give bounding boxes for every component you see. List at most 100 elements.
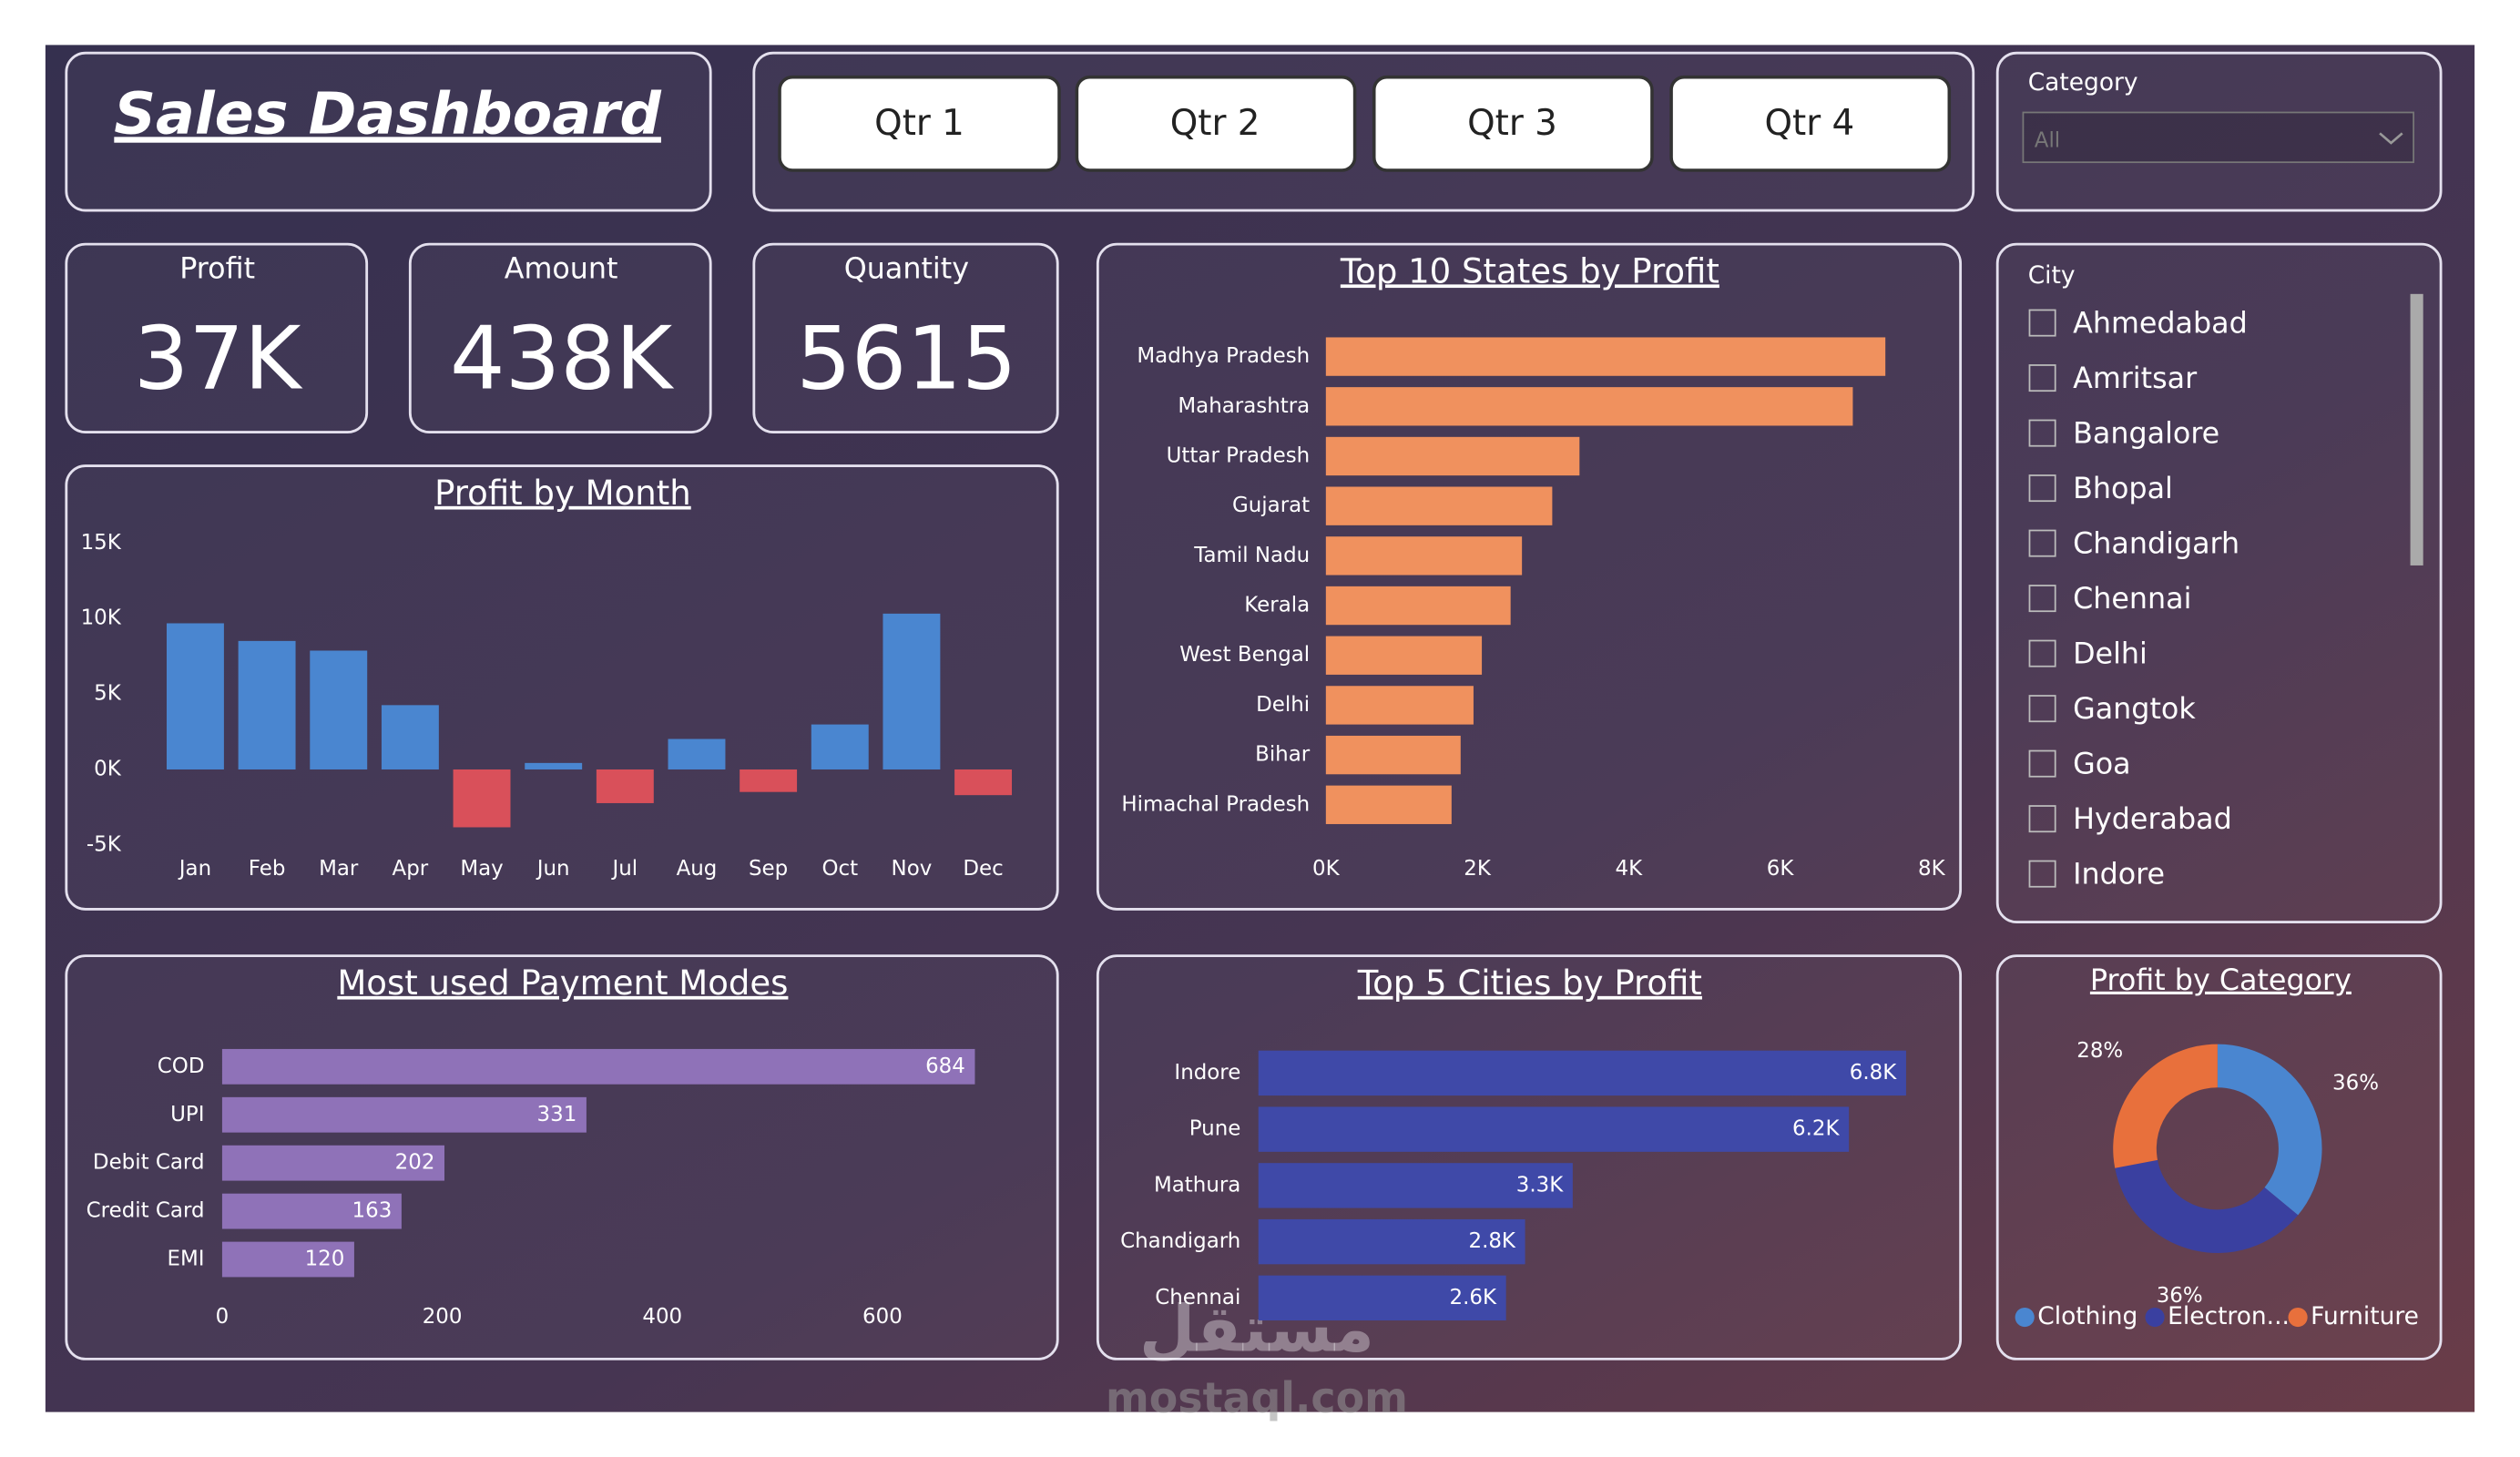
x-tick-label: 600: [862, 1305, 903, 1329]
checkbox[interactable]: [2028, 529, 2056, 557]
checkbox[interactable]: [2028, 860, 2056, 888]
checkbox[interactable]: [2028, 695, 2056, 723]
dropdown-value[interactable]: All: [2035, 129, 2060, 153]
kpi-label: Amount: [505, 252, 618, 285]
button-label[interactable]: Qtr 4: [1764, 103, 1854, 144]
bar: [166, 623, 224, 769]
checkbox[interactable]: [2028, 585, 2056, 613]
button-label[interactable]: Qtr 3: [1467, 103, 1557, 144]
bar: [1325, 636, 1483, 675]
x-tick-label: Feb: [249, 857, 286, 881]
y-tick-label: Madhya Pradesh: [1137, 344, 1310, 368]
panel: [1995, 51, 2443, 212]
x-tick-label: Jun: [536, 857, 570, 881]
y-tick-label: Mathura: [1154, 1173, 1240, 1197]
bar: [221, 1145, 445, 1181]
checkbox[interactable]: [2028, 749, 2056, 778]
button-label[interactable]: Qtr 2: [1170, 103, 1260, 144]
slice: [2217, 1044, 2322, 1216]
y-tick-label: Delhi: [1256, 693, 1310, 717]
slicer-item[interactable]: Bhopal: [2073, 473, 2173, 505]
slicer-item[interactable]: Indore: [2073, 858, 2165, 891]
panel: [65, 242, 369, 433]
quarter-buttons: Qtr 1 Qtr 2 Qtr 3 Qtr 4: [778, 75, 1952, 172]
dropdown[interactable]: [2022, 111, 2414, 164]
checkbox[interactable]: [2028, 474, 2056, 503]
x-tick-label: 200: [423, 1305, 463, 1329]
panel: [65, 954, 1059, 1360]
panel: [1995, 954, 2443, 1360]
x-tick-label: Sep: [749, 857, 788, 881]
checkbox[interactable]: [2028, 419, 2056, 447]
slicer-item[interactable]: Ahmedabad: [2073, 307, 2248, 340]
slicer-item[interactable]: Goa: [2073, 748, 2131, 780]
button[interactable]: [1075, 75, 1357, 172]
x-tick-label: 6K: [1767, 857, 1795, 881]
chevron: [2379, 132, 2403, 145]
bar: [1258, 1218, 1525, 1265]
bar: [453, 769, 511, 828]
x-tick-label: Jan: [178, 857, 211, 881]
checkbox[interactable]: [2028, 639, 2056, 667]
y-tick-label: Indore: [1174, 1061, 1240, 1085]
y-tick-label: Uttar Pradesh: [1167, 443, 1311, 467]
panel: [752, 51, 1975, 212]
bar: [1258, 1163, 1573, 1208]
x-tick-label: Apr: [393, 857, 429, 881]
bar: [1325, 337, 1886, 376]
data-label: 331: [537, 1103, 577, 1126]
legend-swatch: [2015, 1307, 2035, 1328]
dashboard-title: Sales Dashboard: [114, 79, 661, 147]
slicer-item[interactable]: Chandigarh: [2073, 527, 2239, 560]
x-tick-label: Jul: [611, 857, 638, 881]
slicer-item[interactable]: Delhi: [2073, 637, 2148, 670]
data-label: 163: [352, 1199, 393, 1223]
slice: [2115, 1159, 2299, 1253]
slicer-item[interactable]: Amritsar: [2073, 362, 2198, 395]
y-tick-label: Chennai: [1155, 1286, 1240, 1309]
slice: [2113, 1044, 2218, 1168]
y-tick-label: 0K: [94, 757, 122, 780]
data-label: 2.8K: [1468, 1229, 1515, 1253]
y-tick-label: Maharashtra: [1178, 394, 1310, 418]
y-tick-label: -5K: [87, 832, 122, 856]
button[interactable]: [1669, 75, 1952, 172]
bar: [1325, 536, 1523, 576]
x-tick-label: 0: [216, 1305, 230, 1329]
button-label[interactable]: Qtr 1: [874, 103, 964, 144]
bar: [1258, 1106, 1850, 1152]
data-label: 6.2K: [1792, 1117, 1840, 1141]
checkbox[interactable]: [2028, 364, 2056, 392]
x-tick-label: 8K: [1918, 857, 1946, 881]
button[interactable]: [778, 75, 1061, 172]
legend-label: Clothing: [2037, 1302, 2137, 1330]
bar: [596, 769, 654, 803]
chart-title: Profit by Month: [434, 474, 691, 513]
y-tick-label: Kerala: [1244, 594, 1310, 617]
button[interactable]: [1372, 75, 1654, 172]
y-tick-label: Chandigarh: [1120, 1229, 1240, 1253]
kpi-value: 438K: [450, 309, 675, 409]
slicer-item[interactable]: Bangalore: [2073, 417, 2219, 450]
x-tick-label: Nov: [892, 857, 933, 881]
checkbox[interactable]: [2028, 309, 2056, 337]
x-tick-label: 400: [642, 1305, 682, 1329]
checkbox[interactable]: [2028, 805, 2056, 833]
bar: [954, 769, 1013, 796]
scrollbar[interactable]: [2410, 293, 2423, 565]
bar: [1258, 1050, 1906, 1096]
legend-swatch: [2145, 1307, 2165, 1328]
bar: [1258, 1275, 1506, 1321]
y-tick-label: West Bengal: [1179, 643, 1310, 667]
y-tick-label: 10K: [81, 606, 122, 630]
slicer-item[interactable]: Hyderabad: [2073, 803, 2232, 836]
slicer-title: City: [2028, 261, 2076, 290]
y-tick-label: COD: [158, 1055, 205, 1078]
slicer-item[interactable]: Gangtok: [2073, 693, 2196, 726]
data-label: 3.3K: [1516, 1173, 1564, 1197]
bar: [883, 613, 941, 769]
x-tick-label: 0K: [1312, 857, 1341, 881]
x-tick-label: Mar: [319, 857, 359, 881]
slicer-item[interactable]: Chennai: [2073, 583, 2191, 616]
